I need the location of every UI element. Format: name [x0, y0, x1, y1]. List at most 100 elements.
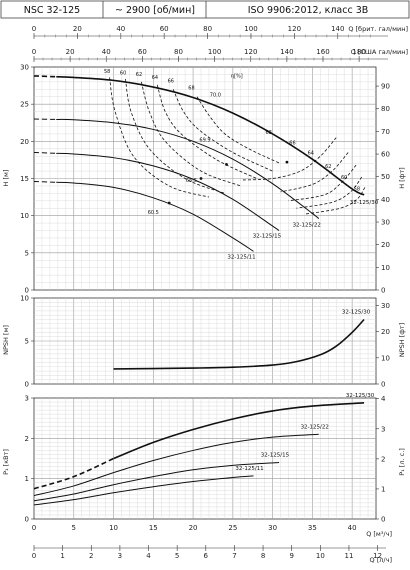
tick-label: 1	[60, 552, 64, 560]
tick-label: 0	[381, 516, 385, 524]
tick-label: 9	[289, 552, 293, 560]
tick-label: 11	[344, 552, 353, 560]
tick-label: 20	[189, 524, 198, 532]
tick-label: 30	[20, 64, 29, 72]
tick-label: 25	[20, 101, 29, 109]
tick-label: 0	[381, 381, 385, 389]
standard-label: ISO 9906:2012, класс 3B	[248, 5, 369, 16]
best-efficiency-point	[286, 161, 289, 164]
efficiency-label: 62	[136, 72, 142, 78]
tick-label: 0	[32, 524, 36, 532]
tick-label: 0	[25, 516, 29, 524]
efficiency-label: 58	[104, 69, 110, 75]
tick-label: 4	[146, 552, 151, 560]
tick-label: 0	[32, 552, 36, 560]
head-curve-panel: 051015202530010203040506070809032-125/30…	[20, 64, 390, 295]
tick-label: 20	[20, 138, 29, 146]
efficiency-label: 64	[308, 151, 314, 157]
tick-label: 180	[352, 48, 365, 56]
tick-label: 80	[174, 48, 183, 56]
best-efficiency-point	[168, 202, 171, 205]
tick-label: 60	[138, 48, 147, 56]
efficiency-label: 62	[325, 164, 331, 170]
p-kw-axis-title: P₁ [кВт]	[2, 449, 10, 475]
series-label: 32-125/22	[293, 223, 321, 229]
tick-label: 10	[381, 264, 390, 272]
tick-label: 80	[203, 25, 212, 33]
tick-label: 140	[280, 48, 293, 56]
series-label: 32-125/15	[261, 453, 290, 459]
series-label: 32-125/11	[235, 466, 263, 472]
efficiency-label: 60.5	[148, 210, 159, 216]
tick-label: 0	[32, 25, 36, 33]
tick-label: 0	[381, 287, 385, 295]
tick-label: 100	[208, 48, 221, 56]
tick-label: 20	[73, 25, 82, 33]
efficiency-label: 68	[265, 130, 271, 136]
tick-label: 160	[316, 48, 329, 56]
speed-label: ~ 2900 [об/мин]	[115, 5, 195, 16]
npsh-ft-axis-title: NPSH [фт]	[398, 323, 406, 357]
tick-label: 40	[381, 196, 390, 204]
tick-label: 40	[348, 524, 357, 532]
bottom-m3h-axis-title: Q [м³/ч]	[366, 530, 392, 538]
tick-label: 90	[381, 83, 390, 91]
tick-label: 2	[381, 455, 385, 463]
h-m-axis-title: H [м]	[2, 170, 10, 187]
tick-label: 10	[109, 524, 118, 532]
tick-label: 1	[25, 475, 29, 483]
tick-label: 10	[316, 552, 325, 560]
series-label: 32-125/30	[346, 393, 375, 399]
series-label: 32-125/30	[350, 200, 379, 206]
tick-label: 80	[381, 105, 390, 113]
tick-label: 5	[25, 338, 29, 346]
npsh-m-axis-title: NPSH [м]	[2, 325, 10, 355]
tick-label: 3	[381, 425, 385, 433]
tick-label: 30	[381, 219, 390, 227]
tick-label: 50	[381, 173, 390, 181]
tick-label: 8	[261, 552, 265, 560]
efficiency-label: 69.9	[199, 137, 210, 143]
top-gb-axis-title: Q [брит. гал/мин]	[348, 25, 408, 33]
tick-label: 25	[228, 524, 237, 532]
tick-label: 35	[308, 524, 317, 532]
tick-label: 120	[244, 48, 257, 56]
tick-label: 60	[381, 151, 390, 159]
tick-label: 1	[381, 485, 385, 493]
best-efficiency-point	[225, 163, 228, 166]
series-line-dashed	[34, 76, 56, 77]
tick-label: 140	[331, 25, 344, 33]
series-label: 32-125/30	[342, 310, 371, 316]
tick-label: 40	[102, 48, 111, 56]
tick-label: 6	[204, 552, 209, 560]
efficiency-unit-label: η[%]	[231, 73, 243, 79]
tick-label: 2	[25, 435, 29, 443]
tick-label: 30	[268, 524, 277, 532]
tick-label: 120	[288, 25, 301, 33]
tick-label: 60	[160, 25, 169, 33]
best-efficiency-point	[200, 177, 203, 180]
tick-label: 12	[373, 552, 382, 560]
tick-label: 3	[118, 552, 122, 560]
power-curve-panel: 01230123432-125/3032-125/2232-125/1532-1…	[25, 393, 386, 524]
tick-label: 100	[244, 25, 257, 33]
tick-label: 4	[381, 395, 386, 403]
tick-label: 0	[25, 287, 29, 295]
tick-label: 5	[25, 249, 29, 257]
tick-label: 2	[89, 552, 93, 560]
tick-label: 15	[20, 175, 29, 183]
header: NSC 32-125 ~ 2900 [об/мин] ISO 9906:2012…	[1, 1, 409, 18]
efficiency-label: 70.0	[210, 93, 221, 99]
efficiency-label: 68	[188, 85, 194, 91]
model-name: NSC 32-125	[24, 5, 80, 16]
tick-label: 5	[72, 524, 76, 532]
h-ft-axis-title: H [фт]	[398, 167, 406, 188]
tick-label: 10	[20, 295, 29, 303]
series-label: 32-125/15	[253, 234, 282, 240]
tick-label: 5	[175, 552, 179, 560]
